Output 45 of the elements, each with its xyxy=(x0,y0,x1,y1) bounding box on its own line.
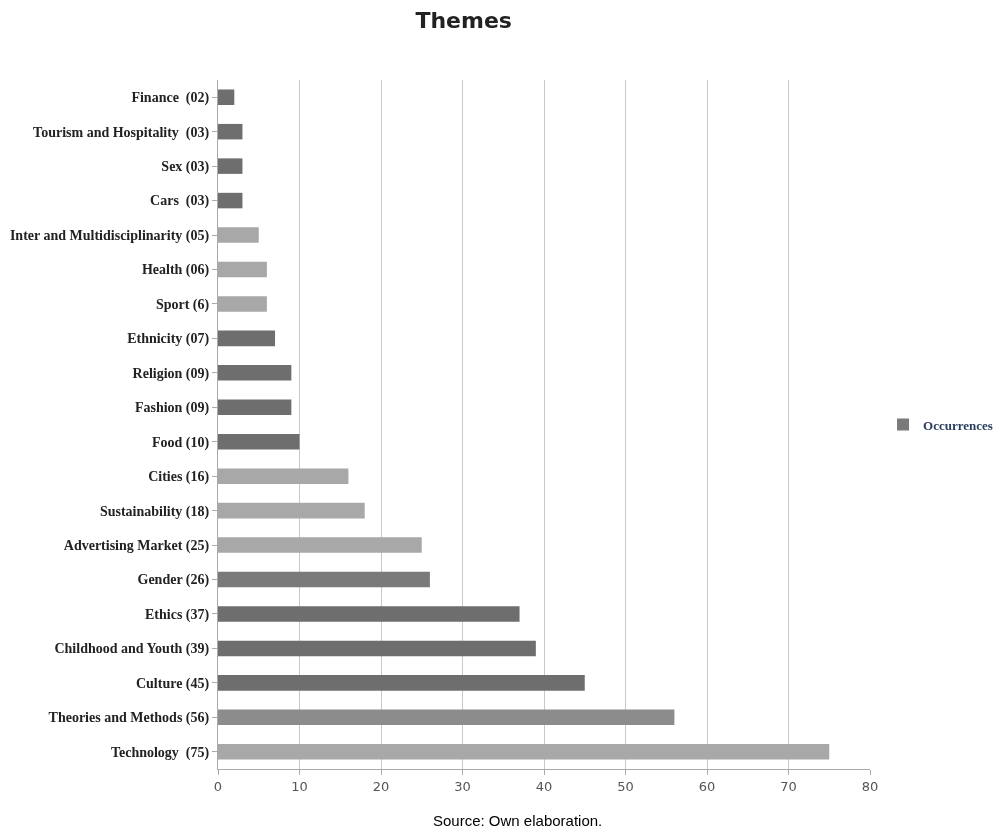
y-tick-label: Health (06) xyxy=(141,262,210,279)
chart-title: Themes xyxy=(415,7,512,33)
bar xyxy=(218,89,235,105)
y-tick-label: Fashion (09) xyxy=(134,400,210,417)
y-tick-label: Gender (26) xyxy=(137,572,210,589)
x-tick-label: 0 xyxy=(213,778,223,794)
x-tick-label: 50 xyxy=(617,778,634,794)
y-tick-label: Ethnicity (07) xyxy=(127,331,210,348)
bar xyxy=(218,399,292,416)
y-tick-label: Culture (45) xyxy=(135,675,210,692)
bar xyxy=(218,365,292,381)
y-tick-label: Technology (75) xyxy=(110,744,210,761)
source-note: Source: Own elaboration. xyxy=(433,812,603,829)
legend-label: Occurrences xyxy=(923,417,993,433)
x-tick-label: 10 xyxy=(291,778,308,794)
y-tick-label: Childhood and Youth (39) xyxy=(54,641,210,658)
y-tick-label: Tourism and Hospitality (03) xyxy=(33,124,210,141)
y-tick-label: Cities (16) xyxy=(148,469,210,486)
y-tick-label: Sport (6) xyxy=(155,296,210,313)
y-tick-label: Finance (02) xyxy=(131,90,210,107)
y-tick-label: Religion (09) xyxy=(132,365,210,382)
bar xyxy=(218,330,276,347)
bar xyxy=(218,709,675,726)
bar xyxy=(218,606,520,622)
y-tick-label: Inter and Multidisciplinarity (05) xyxy=(9,227,210,244)
bar xyxy=(218,571,430,588)
y-tick-label: Cars (03) xyxy=(150,193,210,210)
y-tick-label: Ethics (37) xyxy=(145,606,210,623)
x-tick-label: 60 xyxy=(698,778,716,794)
bar xyxy=(218,675,585,691)
y-tick-label: Sex (03) xyxy=(161,159,210,176)
x-tick-label: 70 xyxy=(780,778,797,794)
x-tick-label: 40 xyxy=(535,778,553,794)
y-tick-label: Food (10) xyxy=(152,434,210,451)
bar xyxy=(218,192,243,209)
x-tick-label: 30 xyxy=(454,778,471,794)
x-tick-label: 80 xyxy=(861,778,879,794)
bar xyxy=(218,640,536,657)
x-tick-label: 20 xyxy=(372,778,390,794)
bar xyxy=(218,433,300,450)
y-tick-label: Sustainability (18) xyxy=(99,503,210,520)
bar xyxy=(218,158,243,174)
y-tick-label: Advertising Market (25) xyxy=(63,537,210,554)
y-tick-label: Theories and Methods (56) xyxy=(48,710,210,727)
bar xyxy=(218,123,243,140)
